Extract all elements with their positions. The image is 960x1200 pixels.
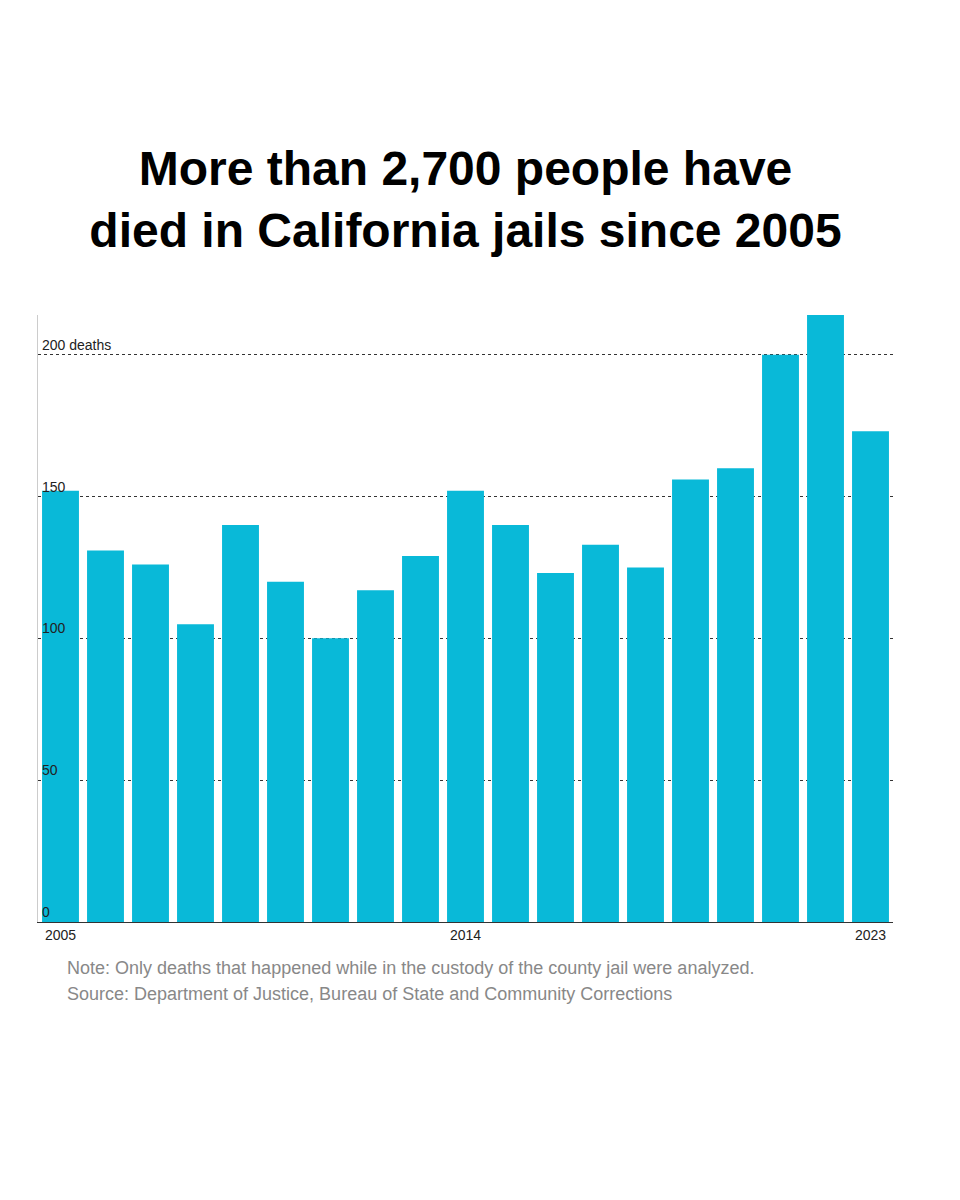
svg-text:2014: 2014 (450, 927, 481, 943)
svg-text:100: 100 (42, 620, 66, 636)
svg-text:Source: Department of Justice,: Source: Department of Justice, Bureau of… (67, 984, 672, 1004)
svg-text:200 deaths: 200 deaths (42, 337, 111, 353)
svg-text:2005: 2005 (45, 927, 76, 943)
svg-text:2023: 2023 (855, 927, 886, 943)
svg-text:0: 0 (42, 904, 50, 920)
svg-text:150: 150 (42, 479, 66, 495)
svg-text:Note: Only deaths that happene: Note: Only deaths that happened while in… (67, 958, 754, 978)
svg-text:50: 50 (42, 762, 58, 778)
svg-text:More than 2,700 people havedie: More than 2,700 people havedied in Calif… (89, 142, 841, 257)
